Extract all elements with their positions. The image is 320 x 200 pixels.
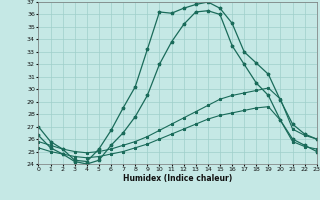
- X-axis label: Humidex (Indice chaleur): Humidex (Indice chaleur): [123, 174, 232, 183]
